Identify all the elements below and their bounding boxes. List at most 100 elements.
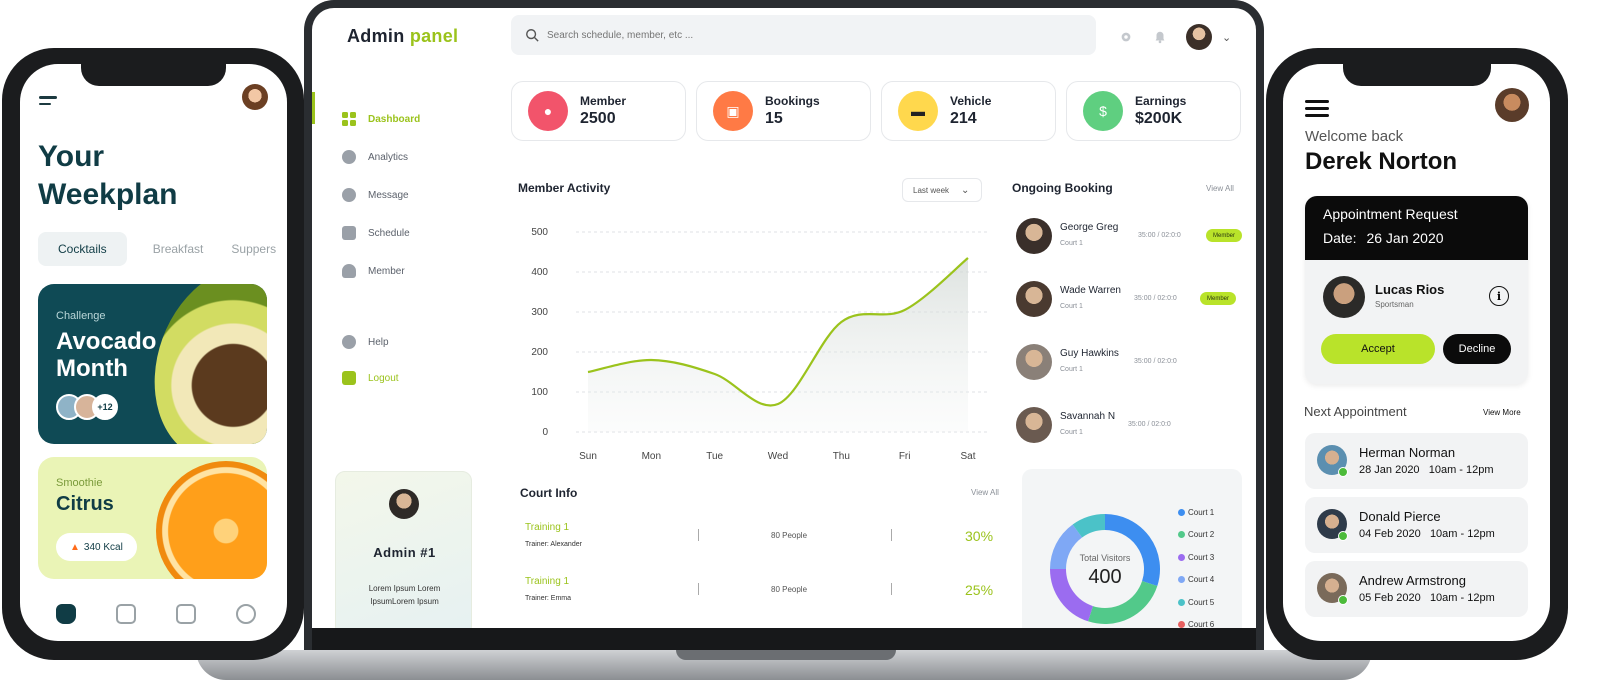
sidebar-item-logout[interactable]: Logout (342, 360, 399, 396)
phone-notch (81, 64, 226, 86)
court-row[interactable]: Training 1 Trainer: Alexander 80 People 30% (525, 516, 1005, 570)
stat-label: Member (580, 94, 627, 108)
tab-cocktails[interactable]: Cocktails (38, 232, 127, 266)
bottom-nav (56, 604, 256, 624)
stat-card-bookings[interactable]: ▣ Bookings 15 (696, 81, 871, 141)
legend-item: Court 1 (1178, 501, 1214, 524)
avatar (1016, 281, 1052, 317)
sidebar-item-member[interactable]: Member (342, 252, 420, 290)
people-count: 80 People (771, 531, 808, 540)
sidebar-item-message[interactable]: Message (342, 176, 420, 214)
stat-card-vehicle[interactable]: ▬ Vehicle 214 (881, 81, 1056, 141)
search-icon (526, 29, 539, 42)
member-activity-title: Member Activity (518, 181, 611, 195)
booking-row[interactable]: Guy Hawkins Court 1 35:00 / 02:0:0 (1014, 342, 1244, 405)
booking-court: Court 1 (1060, 303, 1083, 310)
visitors-donut-chart: Total Visitors 400 (1050, 514, 1160, 624)
training-name: Training 1 (525, 522, 570, 533)
phone-notch (1343, 64, 1491, 86)
court-row[interactable]: Training 1 Trainer: Emma 80 People 25% (525, 570, 1005, 624)
booking-court: Court 1 (1060, 366, 1083, 373)
range-dropdown[interactable]: Last week ⌄ (902, 178, 982, 202)
booking-row[interactable]: Savannah N Court 1 35:00 / 02:0:0 (1014, 405, 1244, 468)
admin-name: Admin #1 (373, 545, 436, 560)
sidebar-item-analytics[interactable]: Analytics (342, 138, 420, 176)
trend-chart-icon[interactable] (176, 604, 196, 624)
profile-avatar[interactable] (242, 84, 268, 110)
dumbbell-icon[interactable] (116, 604, 136, 624)
booking-time: 35:00 / 02:0:0 (1138, 232, 1181, 239)
stat-card-earnings[interactable]: $ Earnings $200K (1066, 81, 1241, 141)
orange-image (156, 461, 267, 579)
date-value: 26 Jan 2020 (1366, 230, 1444, 246)
y-tick-label: 0 (542, 427, 548, 438)
view-more-link[interactable]: View More (1483, 408, 1521, 417)
accept-button[interactable]: Accept (1321, 334, 1435, 364)
user-avatar[interactable] (1186, 24, 1212, 50)
sidebar-item-help[interactable]: Help (342, 324, 399, 360)
citrus-smoothie-card[interactable]: Smoothie Citrus ▲ 340 Kcal (38, 457, 267, 579)
page-title: Your Weekplan (38, 138, 178, 214)
booking-name: Wade Warren (1060, 285, 1121, 296)
donut-slice (1050, 568, 1094, 622)
bell-icon[interactable] (1152, 29, 1168, 45)
menu-icon[interactable] (39, 96, 57, 109)
dollar-icon: $ (1083, 91, 1123, 131)
sidebar-item-schedule[interactable]: Schedule (342, 214, 420, 252)
admin-profile-card: Admin #1 Lorem Ipsum Lorem IpsumLorem Ip… (335, 471, 472, 636)
x-tick-label: Thu (833, 451, 850, 462)
pie-chart-icon (342, 150, 356, 164)
sidebar-item-label: Help (368, 336, 389, 348)
date-label: Date: (1323, 230, 1357, 246)
menu-icon[interactable] (1305, 100, 1329, 121)
category-tabs: Cocktails Breakfast Suppers (38, 232, 287, 266)
ongoing-view-all-link[interactable]: View All (1206, 184, 1234, 193)
flame-icon: ▲ (70, 541, 80, 553)
booking-time: 35:00 / 02:0:0 (1134, 295, 1177, 302)
next-appointment-item[interactable]: Andrew Armstrong 05 Feb 2020 10am - 12pm (1305, 561, 1528, 617)
sliders-icon[interactable] (236, 604, 256, 624)
next-appointment-item[interactable]: Donald Pierce 04 Feb 2020 10am - 12pm (1305, 497, 1528, 553)
sidebar-item-label: Logout (368, 372, 399, 384)
court-view-all-link[interactable]: View All (971, 488, 999, 497)
booking-row[interactable]: Wade Warren Court 1 35:00 / 02:0:0 Member (1014, 279, 1244, 342)
sidebar-item-dashboard[interactable]: Dashboard (342, 100, 420, 138)
appointment-time: 05 Feb 2020 10am - 12pm (1359, 592, 1495, 604)
requester-role: Sportsman (1375, 300, 1414, 309)
legend-label: Court 2 (1188, 530, 1215, 540)
chevron-down-icon: ⌄ (961, 184, 970, 196)
x-tick-label: Tue (706, 451, 723, 462)
sidebar-nav: Dashboard Analytics Message Schedule Mem… (342, 100, 420, 290)
avatar (1016, 344, 1052, 380)
search-input[interactable] (547, 29, 1027, 41)
next-appointment-item[interactable]: Herman Norman 28 Jan 2020 10am - 12pm (1305, 433, 1528, 489)
home-icon[interactable] (56, 604, 76, 624)
legend-label: Court 5 (1188, 597, 1215, 607)
booking-name: Savannah N (1060, 411, 1116, 422)
legend-label: Court 3 (1188, 552, 1215, 562)
calorie-badge: ▲ 340 Kcal (56, 533, 137, 561)
stat-cards: ● Member 2500 ▣ Bookings 15 ▬ Vehicle 214 $… (511, 81, 1241, 141)
booking-name: Guy Hawkins (1060, 348, 1119, 359)
booking-list: George Greg Court 1 35:00 / 02:0:0 Member Wa… (1014, 216, 1244, 468)
stat-card-member[interactable]: ● Member 2500 (511, 81, 686, 141)
users-icon: ● (528, 91, 568, 131)
chevron-down-icon[interactable]: ⌄ (1222, 31, 1232, 44)
participants: +12 (56, 394, 118, 420)
tab-suppers[interactable]: Suppers (231, 242, 277, 256)
stat-value: $200K (1135, 110, 1183, 127)
booking-time: 35:00 / 02:0:0 (1134, 358, 1177, 365)
legend-label: Court 1 (1188, 507, 1215, 517)
decline-button[interactable]: Decline (1443, 334, 1511, 364)
avocado-challenge-card[interactable]: Challenge Avocado Month +12 (38, 284, 267, 444)
sidebar-item-label: Schedule (368, 227, 410, 239)
booking-row[interactable]: George Greg Court 1 35:00 / 02:0:0 Member (1014, 216, 1244, 279)
info-icon[interactable]: i (1489, 286, 1509, 306)
gear-icon[interactable] (1118, 29, 1134, 45)
brand-logo: Admin panel (347, 26, 459, 46)
legend-label: Court 6 (1188, 620, 1215, 630)
tab-breakfast[interactable]: Breakfast (152, 242, 204, 256)
profile-avatar[interactable] (1495, 88, 1529, 122)
grid-icon (342, 112, 356, 126)
